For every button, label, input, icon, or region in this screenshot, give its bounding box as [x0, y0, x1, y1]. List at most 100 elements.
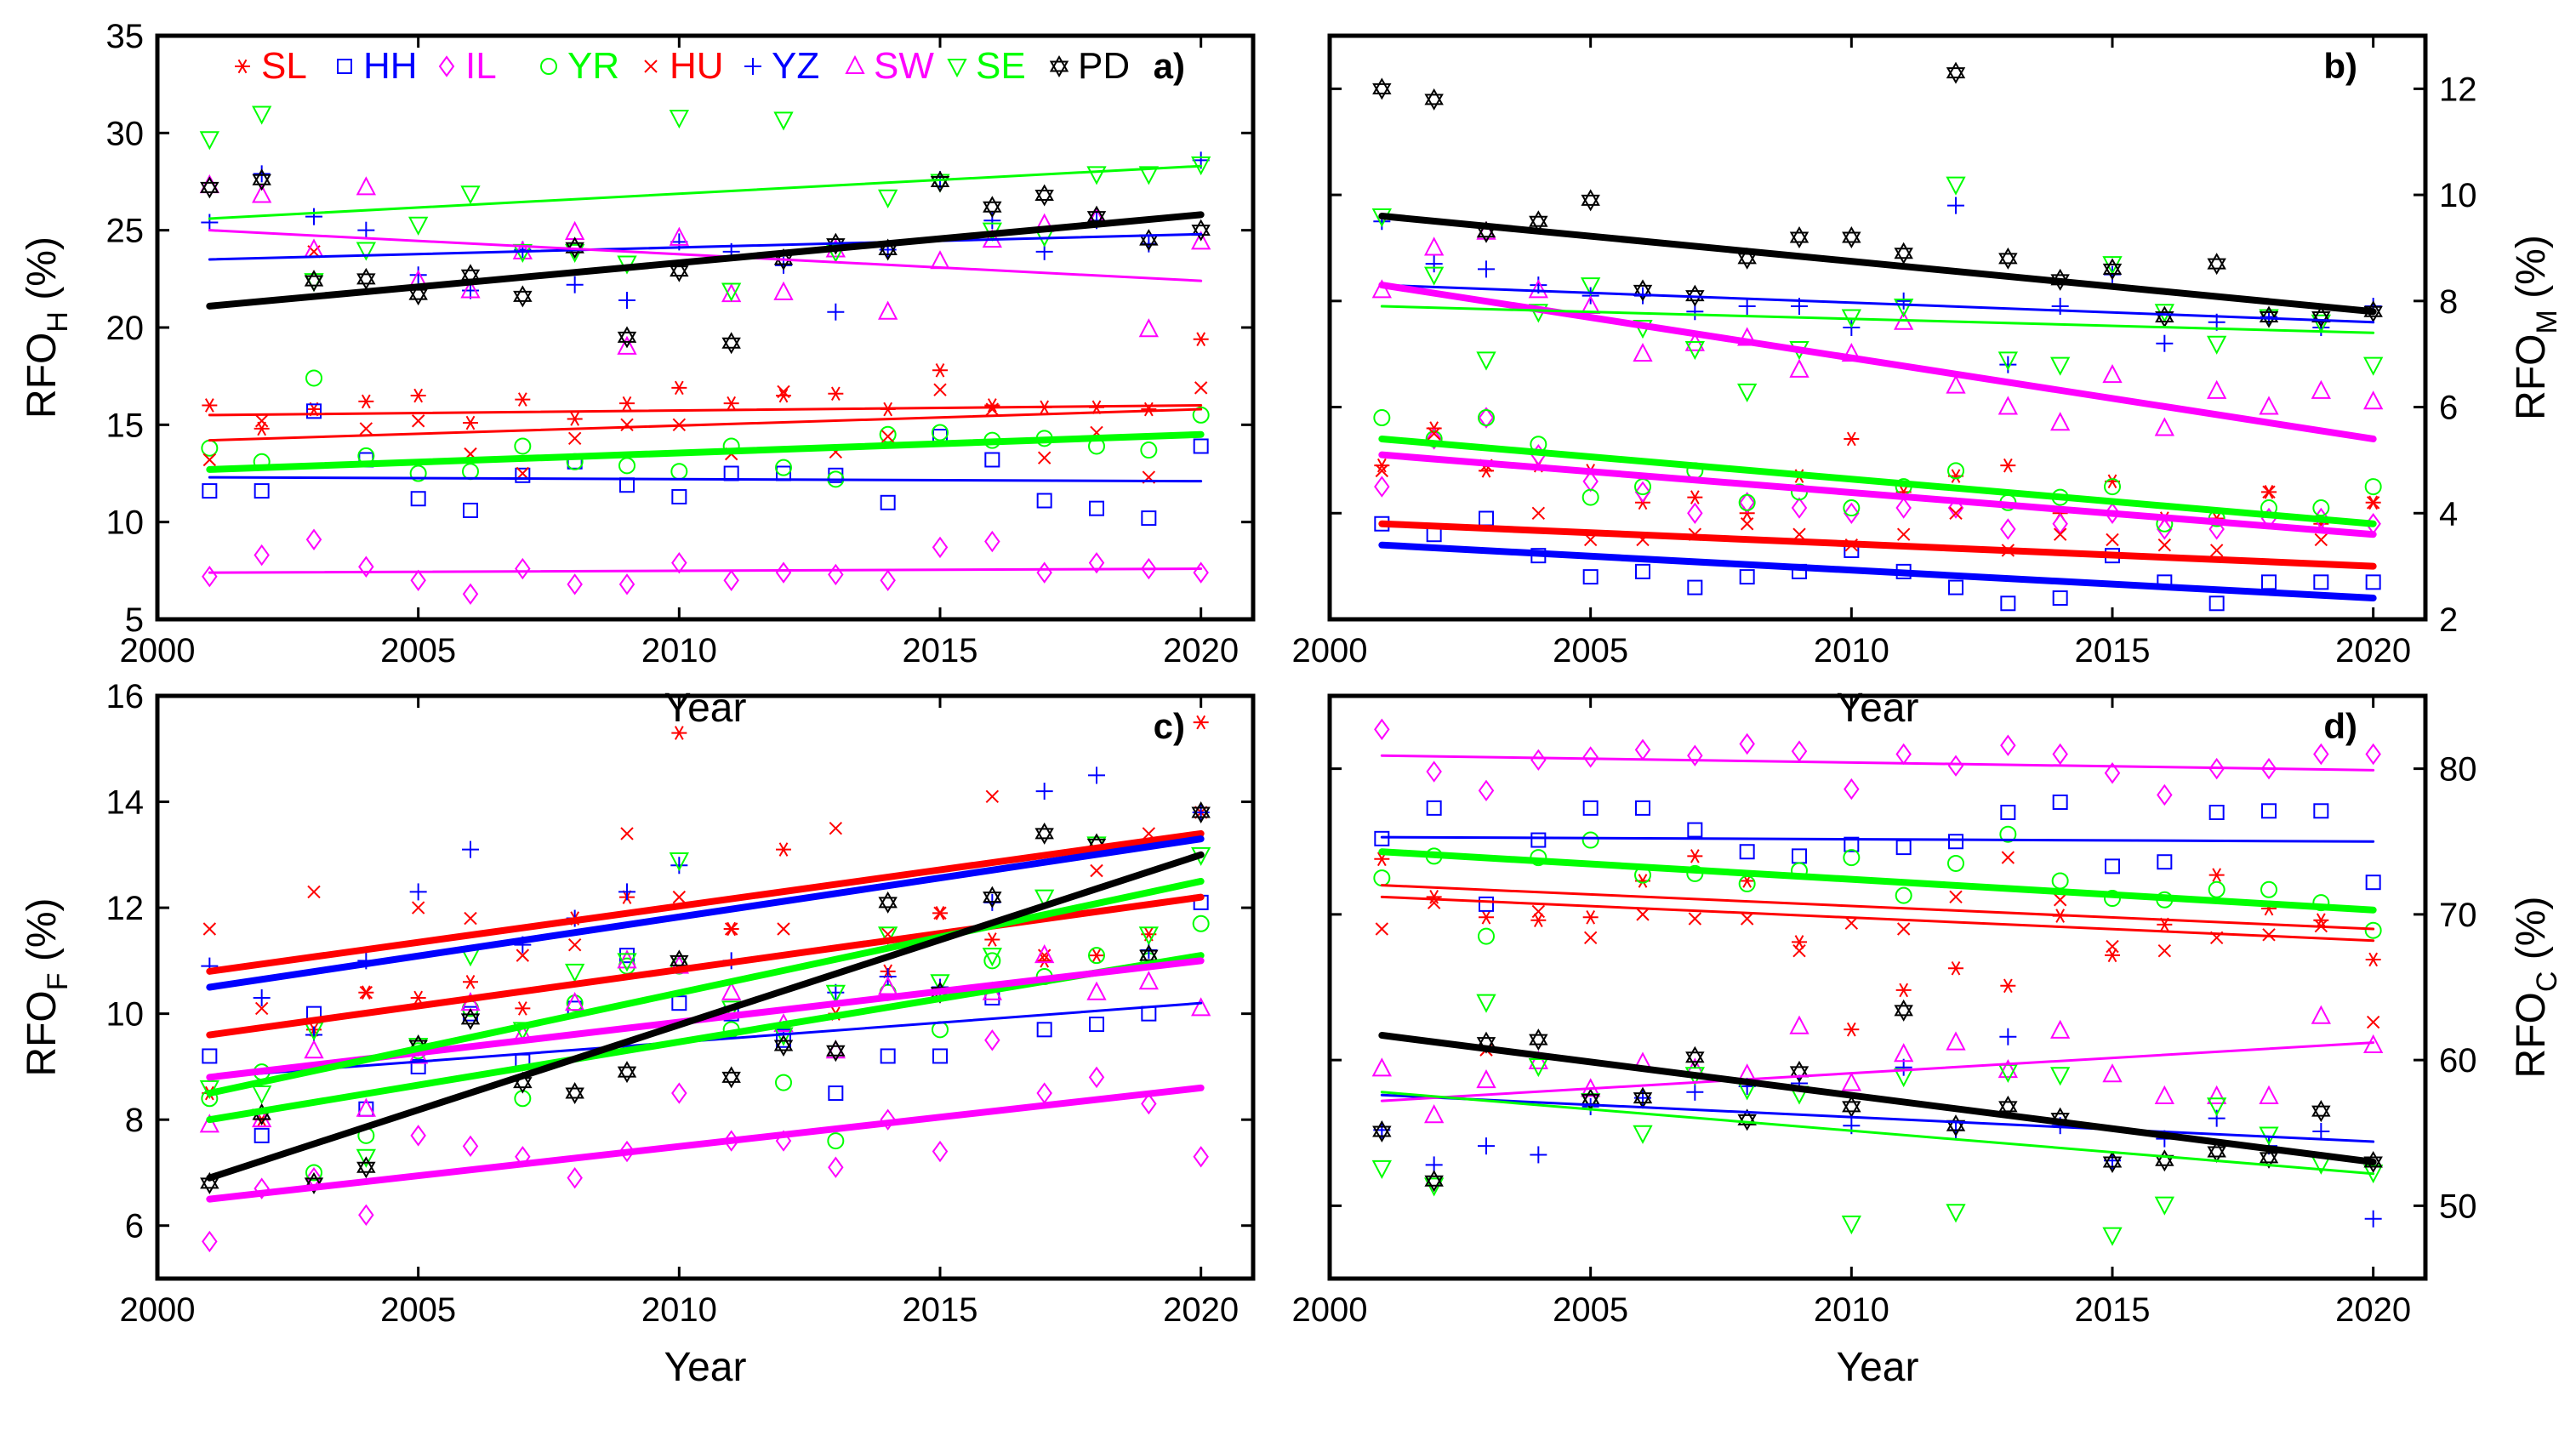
marker-se [1946, 1204, 1966, 1223]
panel-c: 2000 2005 2010 2015 2020 6 8 10 12 14 16 Year RFOF (… [20, 678, 1256, 1390]
marker-hh [671, 488, 687, 504]
marker-se [408, 216, 429, 236]
marker-hh [202, 1048, 218, 1064]
marker-pd [1894, 248, 1913, 265]
y-tick-label: 60 [2439, 1042, 2477, 1080]
marker-hu [1375, 464, 1389, 478]
marker-hh [1479, 510, 1494, 527]
marker-hu [1740, 912, 1754, 926]
marker-hh [1374, 830, 1390, 846]
marker-pd [513, 285, 533, 302]
marker-se [947, 59, 967, 78]
marker-sl [2107, 474, 2117, 489]
trend-line-se [1380, 1091, 2375, 1176]
marker-hu [2053, 893, 2067, 907]
marker-hu [516, 949, 530, 962]
marker-hu [1844, 916, 1859, 930]
marker-pd [1737, 253, 1757, 270]
marker-se [930, 974, 950, 994]
marker-il [438, 55, 455, 77]
marker-sw [2102, 1063, 2123, 1083]
y-label-unit: (%) [20, 897, 65, 972]
marker-hu [202, 922, 217, 936]
trend-line-sl [1380, 884, 2375, 931]
marker-il [567, 573, 583, 595]
marker-hu [411, 901, 425, 914]
marker-hh [410, 1058, 426, 1074]
marker-sw [1633, 343, 1653, 362]
marker-yr [983, 952, 1001, 970]
marker-hu [1037, 949, 1051, 962]
y-label-main: RFO [2509, 992, 2554, 1078]
marker-yr [879, 425, 897, 443]
marker-pd [1424, 1170, 1444, 1187]
marker-se [199, 131, 219, 151]
legend-label: SW [874, 45, 934, 87]
marker-il [462, 1135, 479, 1158]
marker-hh [1895, 840, 1912, 856]
marker-hu [1037, 451, 1051, 464]
marker-sw [1424, 236, 1445, 256]
marker-pd [565, 1087, 584, 1105]
series-se [1371, 176, 2384, 402]
marker-yr [1999, 825, 2017, 843]
x-tick-label: 2000 [120, 632, 196, 669]
marker-pd [1191, 800, 1211, 818]
marker-hh [2052, 590, 2068, 607]
trend-line-sl [208, 403, 1203, 417]
marker-se [2050, 1067, 2071, 1086]
marker-il [410, 1125, 426, 1147]
legend-item-yz: YZ [744, 45, 819, 87]
trend-line-hh [208, 476, 1203, 483]
marker-hu [777, 385, 790, 399]
y-tick-label: 2 [2439, 601, 2458, 639]
marker-se [1424, 266, 1445, 286]
marker-pd [826, 1045, 846, 1063]
marker-pd [670, 265, 689, 282]
marker-hu [1375, 922, 1389, 936]
series-il [1374, 718, 2381, 806]
marker-pd [773, 1040, 794, 1057]
marker-hu [1792, 943, 1806, 958]
marker-pd [356, 273, 376, 290]
legend-label: HH [363, 45, 418, 87]
marker-sw [2154, 417, 2174, 436]
marker-hh [2000, 595, 2016, 612]
trend-line-hh [1378, 541, 2377, 602]
marker-pd [1372, 1120, 1392, 1137]
x-axis-label: Year [664, 686, 747, 731]
marker-sw [460, 279, 481, 299]
marker-hh [1739, 569, 1755, 585]
marker-sl [517, 392, 527, 407]
marker-pd [200, 176, 219, 193]
marker-il [2365, 743, 2381, 766]
marker-hh [1687, 822, 1703, 838]
trend-line-sl [206, 829, 1205, 975]
marker-il [1582, 470, 1599, 493]
marker-sl [1690, 490, 1700, 504]
marker-hu [254, 414, 269, 428]
marker-hh [880, 494, 896, 510]
marker-pd [1894, 242, 1913, 259]
marker-il [305, 528, 322, 550]
marker-sw [1138, 971, 1159, 990]
marker-il [1687, 744, 1703, 766]
panel-label: d) [2323, 706, 2357, 746]
marker-yr [1738, 493, 1756, 511]
marker-sw [2207, 1085, 2227, 1104]
trend-line-il [1380, 754, 2375, 772]
marker-il [1374, 476, 1390, 498]
marker-pd [670, 259, 689, 277]
marker-pd [670, 954, 689, 972]
trend-line-yr [1378, 435, 2377, 527]
marker-il [2104, 762, 2121, 784]
legend-label: PD [1078, 45, 1130, 87]
trend-line-hu [1380, 895, 2375, 943]
y-tick-label: 50 [2439, 1188, 2477, 1225]
marker-hu [1949, 890, 1963, 904]
marker-hu [620, 827, 634, 840]
series-se [199, 105, 1211, 302]
y-tick-label: 5 [125, 601, 144, 639]
marker-hh [1141, 1006, 1157, 1022]
